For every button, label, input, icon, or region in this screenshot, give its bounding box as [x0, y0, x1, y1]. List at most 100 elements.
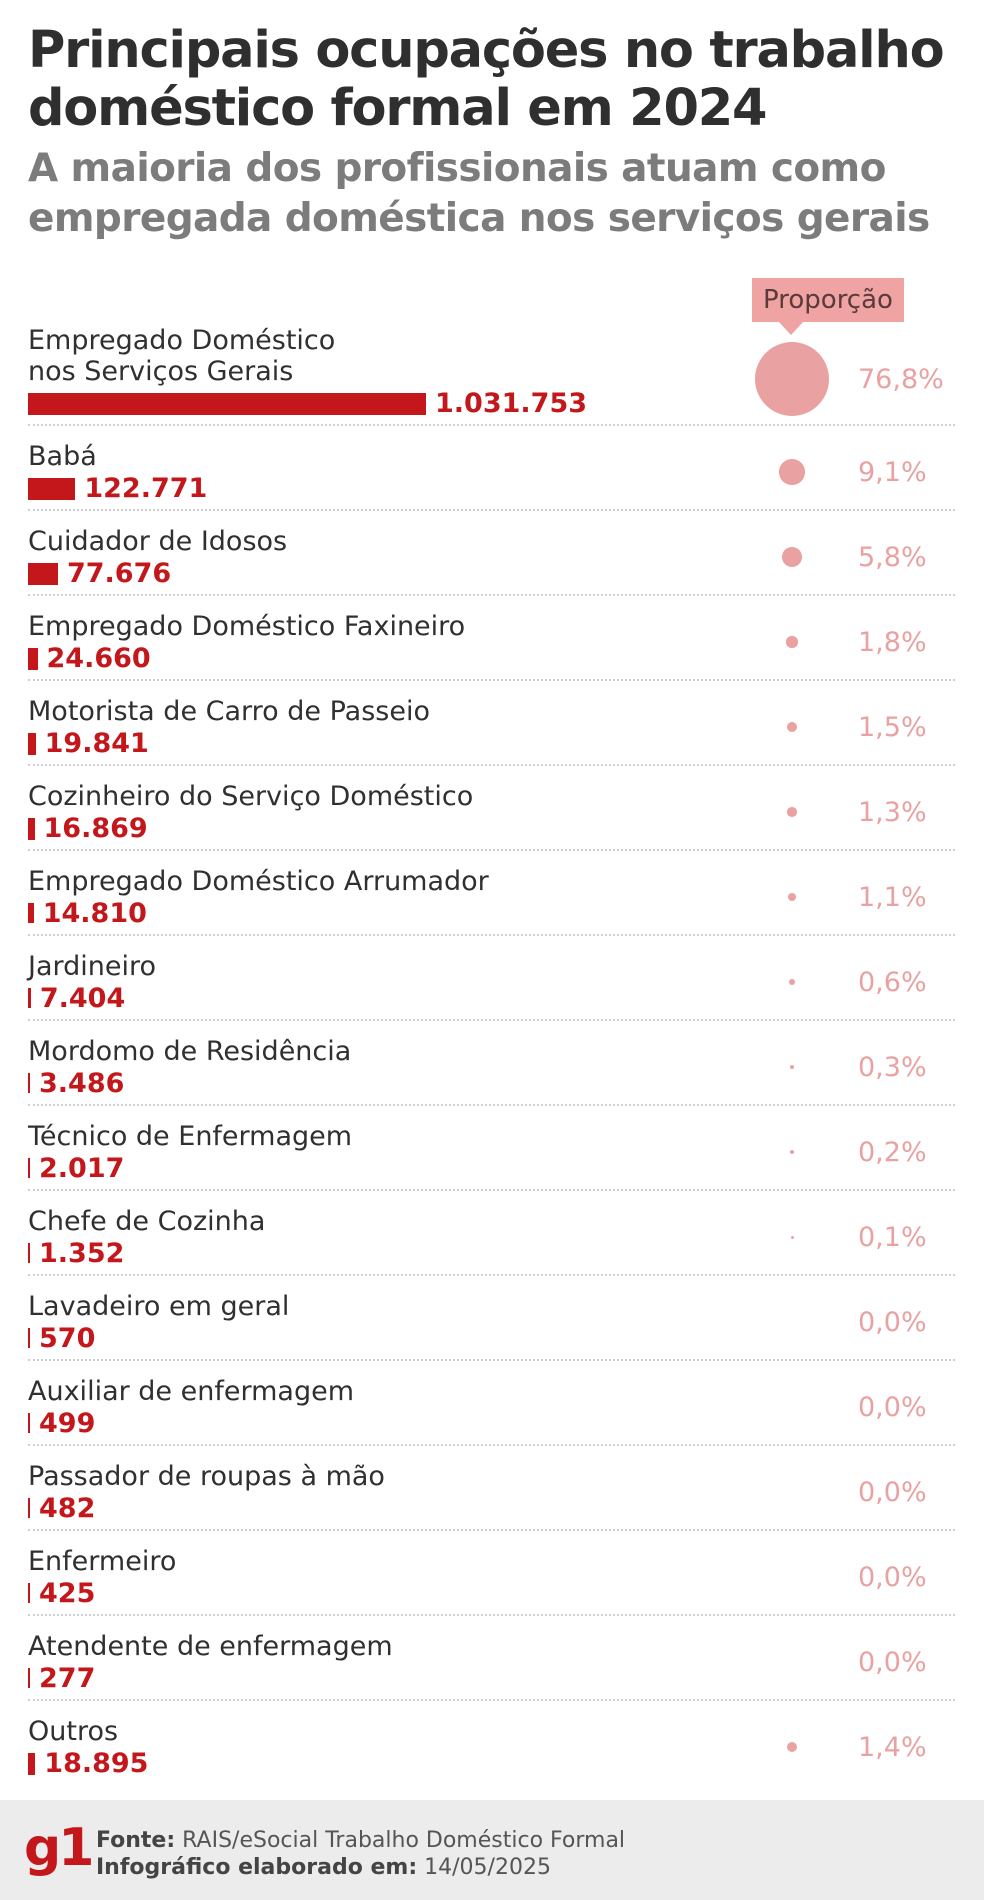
category-label-line: Cozinheiro do Serviço Doméstico [28, 781, 474, 812]
bar-value-label: 7.404 [39, 983, 126, 1014]
title-line-1: Principais ocupações no trabalho [28, 21, 945, 80]
category-label: Outros [28, 1716, 118, 1747]
proportion-label: 1,5% [858, 712, 927, 743]
proportion-label: 9,1% [858, 457, 927, 488]
proportion-label: 1,3% [858, 797, 927, 828]
row-divider [28, 1699, 955, 1701]
bar [28, 1158, 30, 1178]
bar [28, 1243, 30, 1263]
row-divider [28, 1614, 955, 1616]
bar-value-label: 277 [39, 1663, 96, 1694]
proportion-label: 1,8% [858, 627, 927, 658]
row-divider [28, 1529, 955, 1531]
table-row: Auxiliar de enfermagem 499 0,0% [0, 1362, 984, 1447]
g1-logo: g1 [24, 1818, 94, 1878]
table-row: Atendente de enfermagem 277 0,0% [0, 1617, 984, 1702]
bar [28, 1583, 30, 1603]
proportion-label: 0,0% [858, 1647, 927, 1678]
date-label: Infográfico elaborado em: [96, 1855, 418, 1880]
table-row: Cozinheiro do Serviço Doméstico 16.869 1,3… [0, 767, 984, 852]
proportion-label: 0,3% [858, 1052, 927, 1083]
proportion-dot [787, 807, 797, 817]
proportion-label: 76,8% [858, 364, 944, 395]
row-divider [28, 1359, 955, 1361]
proportion-dot [755, 342, 829, 416]
proportion-dot [787, 892, 797, 902]
bar [28, 1753, 36, 1775]
category-label: Cuidador de Idosos [28, 526, 287, 557]
row-divider [28, 594, 955, 596]
proportion-label: 0,0% [858, 1307, 927, 1338]
proportion-label: 5,8% [858, 542, 927, 573]
category-label-line: Outros [28, 1716, 119, 1747]
category-label: Técnico de Enfermagem [28, 1121, 352, 1152]
proportion-dot [789, 1064, 795, 1070]
category-label-line: Empregado Doméstico Arrumador [28, 866, 489, 897]
bar-value-label: 1.031.753 [435, 388, 588, 419]
category-label-line: Técnico de Enfermagem [28, 1121, 353, 1152]
proportion-label: 0,0% [858, 1562, 927, 1593]
table-row: Técnico de Enfermagem 2.017 0,2% [0, 1107, 984, 1192]
table-row: Lavadeiro em geral 570 0,0% [0, 1277, 984, 1362]
category-label-line: Empregado Doméstico Faxineiro [28, 611, 466, 642]
bar [28, 1498, 30, 1518]
bar-value-label: 14.810 [42, 898, 147, 929]
category-label: Enfermeiro [28, 1546, 176, 1577]
proportion-label: 0,1% [858, 1222, 927, 1253]
category-label: Cozinheiro do Serviço Doméstico [28, 781, 473, 812]
category-label-line: Passador de roupas à mão [28, 1461, 385, 1492]
category-label: Mordomo de Residência [28, 1036, 351, 1067]
date-value: 14/05/2025 [424, 1855, 551, 1880]
proportion-dot [786, 636, 798, 648]
proportion-dot [790, 1235, 794, 1239]
table-row: Motorista de Carro de Passeio 19.841 1,5% [0, 682, 984, 767]
category-label-line: Lavadeiro em geral [28, 1291, 290, 1322]
row-divider [28, 934, 955, 936]
category-label-line: Atendente de enfermagem [28, 1631, 393, 1662]
bar-value-label: 18.895 [44, 1748, 149, 1779]
bar-value-label: 3.486 [39, 1068, 125, 1099]
proportion-dot [781, 546, 803, 568]
bar [28, 478, 76, 500]
subtitle-line-2: empregada doméstica nos serviços gerais [28, 196, 930, 241]
table-row: Outros 18.895 1,4% [0, 1702, 984, 1787]
category-label-line: Chefe de Cozinha [28, 1206, 266, 1237]
category-label-line: Empregado Doméstico [28, 325, 336, 356]
table-row: Empregado Doméstico Arrumador 14.810 1,1% [0, 852, 984, 937]
category-label: Empregado Doméstico Faxineiro [28, 611, 465, 642]
proportion-label: 1,4% [858, 1732, 927, 1763]
bar [28, 563, 58, 585]
table-row: Empregado Doméstico nos Serviços Gerais 1.… [0, 325, 984, 427]
bar-value-label: 1.352 [39, 1238, 125, 1269]
category-label: Chefe de Cozinha [28, 1206, 265, 1237]
row-divider [28, 849, 955, 851]
category-label: Lavadeiro em geral [28, 1291, 289, 1322]
bar-value-label: 16.869 [43, 813, 148, 844]
category-label-line: Jardineiro [28, 951, 157, 982]
bar [28, 988, 31, 1008]
category-label-line: Enfermeiro [28, 1546, 177, 1577]
table-row: Jardineiro 7.404 0,6% [0, 937, 984, 1022]
table-row: Mordomo de Residência 3.486 0,3% [0, 1022, 984, 1107]
table-row: Enfermeiro 425 0,0% [0, 1532, 984, 1617]
table-row: Cuidador de Idosos 77.676 5,8% [0, 512, 984, 597]
category-label: Empregado Doméstico nos Serviços Gerais [28, 325, 335, 387]
table-row: Babá 122.771 9,1% [0, 427, 984, 512]
proportion-dot [779, 459, 805, 485]
proportion-label: 0,0% [858, 1477, 927, 1508]
chart-title: Principais ocupações no trabalho domésti… [28, 22, 978, 138]
row-divider [28, 1444, 955, 1446]
proportion-label: 0,2% [858, 1137, 927, 1168]
bar-value-label: 24.660 [46, 643, 151, 674]
category-label: Motorista de Carro de Passeio [28, 696, 430, 727]
category-label-line: Auxiliar de enfermagem [28, 1376, 354, 1407]
row-divider [28, 1104, 955, 1106]
category-label-line: nos Serviços Gerais [28, 356, 294, 387]
category-label: Auxiliar de enfermagem [28, 1376, 354, 1407]
category-label-line: Motorista de Carro de Passeio [28, 696, 430, 727]
footer: g1 Fonte: RAIS/eSocial Trabalho Doméstic… [0, 1800, 984, 1900]
proportion-dot [786, 721, 798, 733]
bar-value-label: 2.017 [39, 1153, 125, 1184]
category-label: Atendente de enfermagem [28, 1631, 393, 1662]
proportion-label: 0,6% [858, 967, 927, 998]
